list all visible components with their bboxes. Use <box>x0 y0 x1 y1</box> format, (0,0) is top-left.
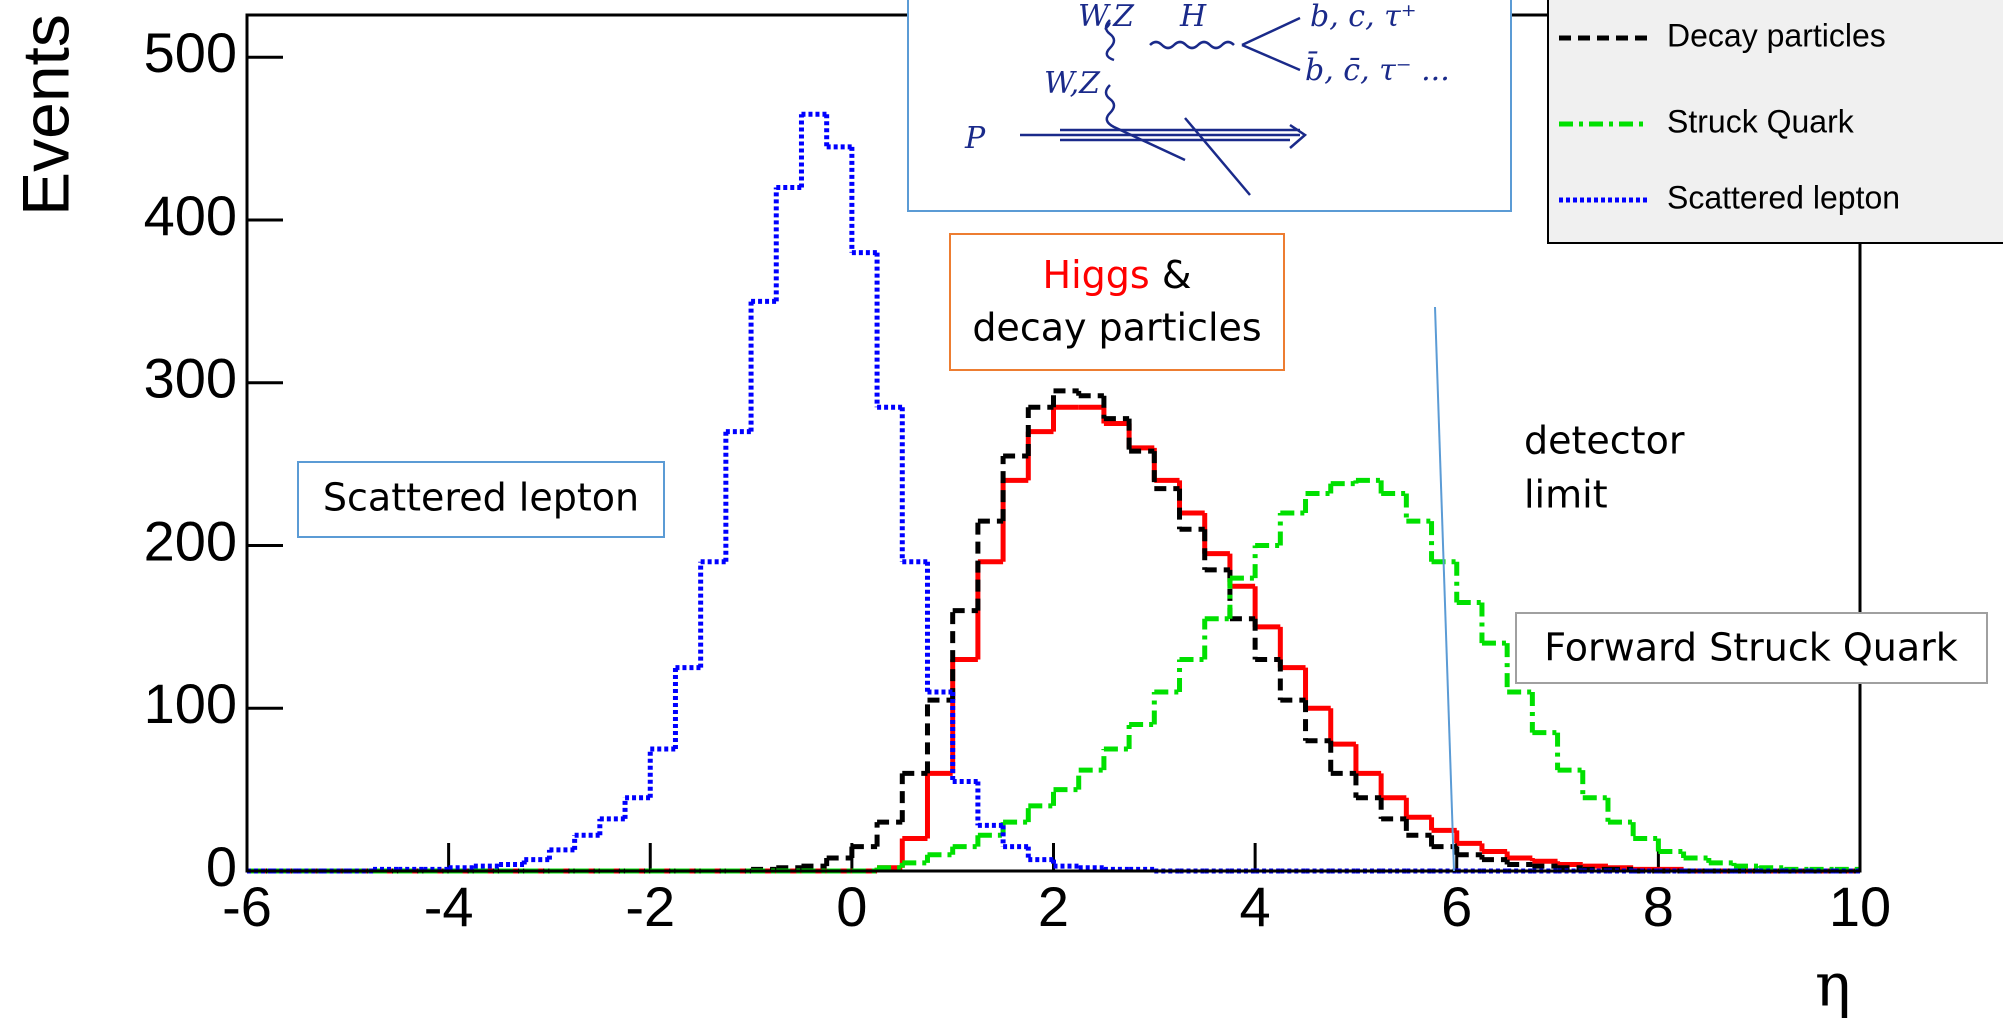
x-tick-label: 4 <box>1240 875 1271 938</box>
inset-label: b̄, c̄, τ⁻ ... <box>1305 50 1450 88</box>
step-connector <box>748 390 1636 871</box>
annotation: Forward Struck Quark <box>1544 626 1958 670</box>
annotation-box <box>1515 612 1988 684</box>
x-tick-label: -4 <box>424 875 474 938</box>
x-tick-label: 8 <box>1643 875 1674 938</box>
y-tick-label: 100 <box>144 672 237 735</box>
inset-label: b, c, τ⁺ <box>1310 0 1417 34</box>
legend-entries: Decay particles Struck Quark Scattered lep… <box>1559 17 1900 215</box>
y-tick-label: 200 <box>144 509 237 572</box>
detector-limit-line <box>1434 306 1455 872</box>
x-axis-title: η <box>1815 951 1851 1021</box>
annotation: detector <box>1524 419 1685 463</box>
y-tick-label: 500 <box>144 21 237 84</box>
y-axis-title: Events <box>8 14 82 216</box>
inset-label: H <box>1179 0 1207 34</box>
y-tick-label: 400 <box>144 184 237 247</box>
annotation: Higgs <box>1043 253 1150 297</box>
x-tick-label: 10 <box>1829 875 1891 938</box>
x-tick-label: 2 <box>1038 875 1069 938</box>
inset-box <box>907 0 1512 212</box>
inset-label: W,Z <box>1078 0 1135 34</box>
annotation-box <box>949 233 1285 371</box>
x-tick-label: 0 <box>836 875 867 938</box>
step-connector <box>874 480 1787 871</box>
x-tick-label: -2 <box>625 875 675 938</box>
annotation: Scattered lepton <box>323 476 639 520</box>
x-tick-label: -6 <box>222 875 272 938</box>
annotation: Higgs & <box>1043 253 1192 297</box>
annotation: & <box>1162 253 1192 297</box>
legend-label: Decay particles <box>1667 17 1886 53</box>
y-tick-label: 300 <box>144 347 237 410</box>
y-tick-label: 0 <box>206 835 237 898</box>
legend-label: Struck Quark <box>1667 103 1855 139</box>
inset-label: W,Z <box>1044 66 1101 101</box>
inset-label: P <box>964 121 986 156</box>
annotation-box <box>297 461 665 538</box>
annotation: decay particles <box>972 306 1261 350</box>
x-tick-label: 6 <box>1441 875 1472 938</box>
annotation: limit <box>1524 473 1608 517</box>
legend-label: Scattered lepton <box>1667 179 1900 215</box>
inset-diagram <box>1020 16 1308 196</box>
